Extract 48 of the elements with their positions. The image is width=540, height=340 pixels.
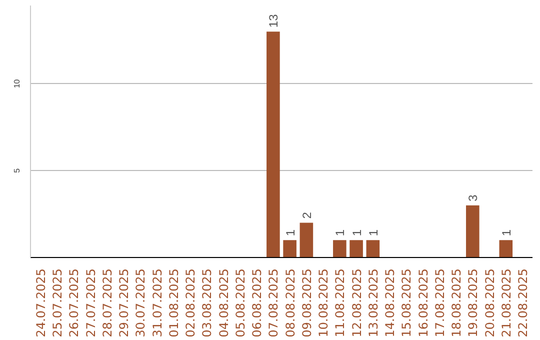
x-tick-label: 03.08.2025 bbox=[200, 268, 214, 338]
x-tick-label: 20.08.2025 bbox=[482, 268, 497, 338]
x-tick-label: 11.08.2025 bbox=[333, 268, 348, 338]
x-tick-label: 24.07.2025 bbox=[34, 268, 48, 338]
bar bbox=[366, 240, 380, 258]
data-label: 1 bbox=[499, 229, 514, 236]
x-tick-label: 15.08.2025 bbox=[400, 268, 414, 338]
bar bbox=[350, 240, 363, 258]
x-tick-label: 10.08.2025 bbox=[316, 268, 331, 338]
data-label: 1 bbox=[333, 229, 348, 236]
x-tick-label: 06.08.2025 bbox=[250, 268, 264, 338]
x-tick-label: 05.08.2025 bbox=[233, 268, 248, 338]
x-tick-label: 18.08.2025 bbox=[450, 268, 464, 338]
y-tick-label: 5 bbox=[12, 168, 22, 173]
x-tick-label: 17.08.2025 bbox=[432, 268, 447, 338]
x-tick-label: 08.08.2025 bbox=[283, 268, 298, 338]
x-tick-label: 02.08.2025 bbox=[184, 268, 198, 338]
bar bbox=[283, 240, 296, 258]
data-label: 1 bbox=[366, 229, 380, 236]
x-tick-label: 19.08.2025 bbox=[466, 268, 480, 338]
bar bbox=[333, 240, 346, 258]
x-tick-label: 25.07.2025 bbox=[50, 268, 65, 338]
data-label: 13 bbox=[266, 14, 281, 28]
x-tick-label: 26.07.2025 bbox=[67, 268, 82, 338]
x-tick-label: 04.08.2025 bbox=[216, 268, 231, 338]
bar bbox=[300, 222, 314, 258]
x-tick-label: 14.08.2025 bbox=[383, 268, 398, 338]
x-tick-label: 01.08.2025 bbox=[166, 268, 181, 338]
data-label: 3 bbox=[466, 194, 480, 202]
x-tick-label: 31.07.2025 bbox=[150, 268, 164, 338]
x-tick-label: 16.08.2025 bbox=[416, 268, 430, 338]
x-tick-label: 13.08.2025 bbox=[366, 268, 380, 338]
x-tick-label: 07.08.2025 bbox=[266, 268, 281, 338]
x-tick-label: 28.07.2025 bbox=[100, 268, 114, 338]
x-tick-label: 09.08.2025 bbox=[300, 268, 314, 338]
bar bbox=[499, 240, 513, 258]
y-tick-label: 10 bbox=[12, 78, 22, 88]
data-label: 1 bbox=[283, 229, 298, 236]
x-tick-label: 22.08.2025 bbox=[516, 268, 530, 338]
data-label: 2 bbox=[300, 212, 314, 219]
data-label: 1 bbox=[350, 229, 364, 236]
x-tick-label: 27.07.2025 bbox=[84, 268, 98, 338]
x-tick-label: 30.07.2025 bbox=[134, 268, 148, 338]
bar bbox=[266, 32, 280, 258]
x-tick-label: 21.08.2025 bbox=[499, 268, 514, 338]
bar bbox=[466, 205, 480, 258]
x-tick-label: 12.08.2025 bbox=[350, 268, 364, 338]
x-tick-label: 29.07.2025 bbox=[117, 268, 132, 338]
